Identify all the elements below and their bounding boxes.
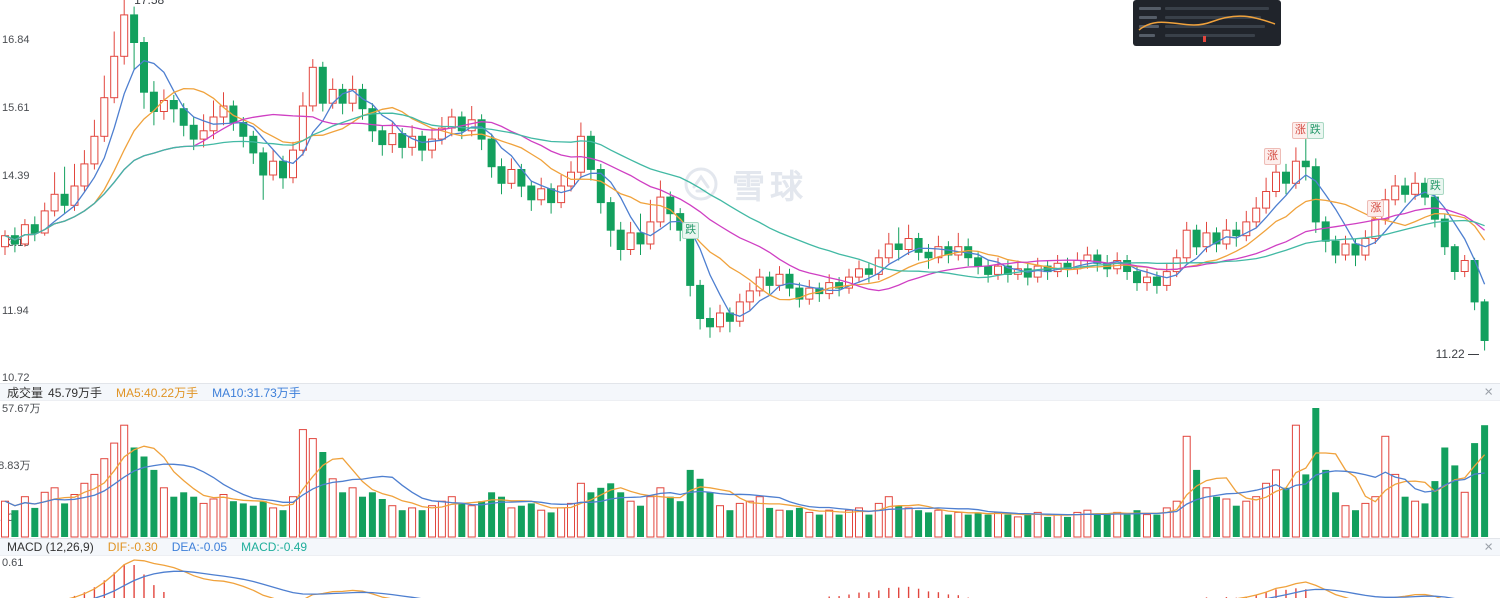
volume-axis-tick: 57.67万: [2, 403, 41, 415]
volume-title-group: 成交量 45.79万手: [7, 384, 102, 401]
volume-current-value: 45.79万手: [48, 385, 103, 400]
price-axis-tick: 10.72: [2, 372, 30, 385]
macd-value-label: MACD:-0.49: [241, 540, 308, 554]
macd-dif-label: DIF:-0.30: [107, 540, 158, 554]
macd-close-icon[interactable]: ×: [1484, 538, 1493, 556]
mini-sparkline: [1138, 15, 1276, 42]
volume-close-icon[interactable]: ×: [1484, 383, 1493, 401]
macd-dea-label: DEA:-0.05: [171, 540, 228, 554]
high-price-marker: 17.58: [134, 0, 165, 7]
macd-title: MACD (12,26,9): [7, 540, 94, 554]
volume-title: 成交量: [7, 385, 44, 400]
macd-header: MACD (12,26,9) DIF:-0.30 DEA:-0.05 MACD:…: [0, 538, 1500, 556]
macd-axis-tick: 0.61: [2, 557, 24, 569]
price-axis-tick: 15.61: [2, 102, 30, 115]
watermark-text: 雪球: [732, 168, 808, 205]
volume-ma5-label: MA5:40.22万手: [116, 385, 199, 400]
price-axis-tick: 11.94: [2, 304, 29, 317]
event-badge-down[interactable]: 跌: [682, 222, 700, 239]
low-price-marker: 11.22: [1436, 347, 1479, 361]
event-badge-down[interactable]: 跌: [1306, 122, 1324, 139]
price-axis-tick: 16.84: [2, 34, 30, 47]
event-badge-up[interactable]: 涨: [1367, 200, 1385, 217]
price-axis-tick: 14.39: [2, 169, 30, 182]
watermark: 雪球: [683, 160, 808, 208]
volume-axis-tick: 28.83万: [0, 460, 31, 472]
volume-header: 成交量 45.79万手 MA5:40.22万手 MA10:31.73万手 ×: [0, 383, 1500, 401]
event-badge-down[interactable]: 跌: [1426, 178, 1444, 195]
event-badge-up[interactable]: 涨: [1264, 148, 1282, 165]
volume-ma10-label: MA10:31.73万手: [212, 385, 301, 400]
mini-chart-widget[interactable]: [1133, 0, 1281, 46]
